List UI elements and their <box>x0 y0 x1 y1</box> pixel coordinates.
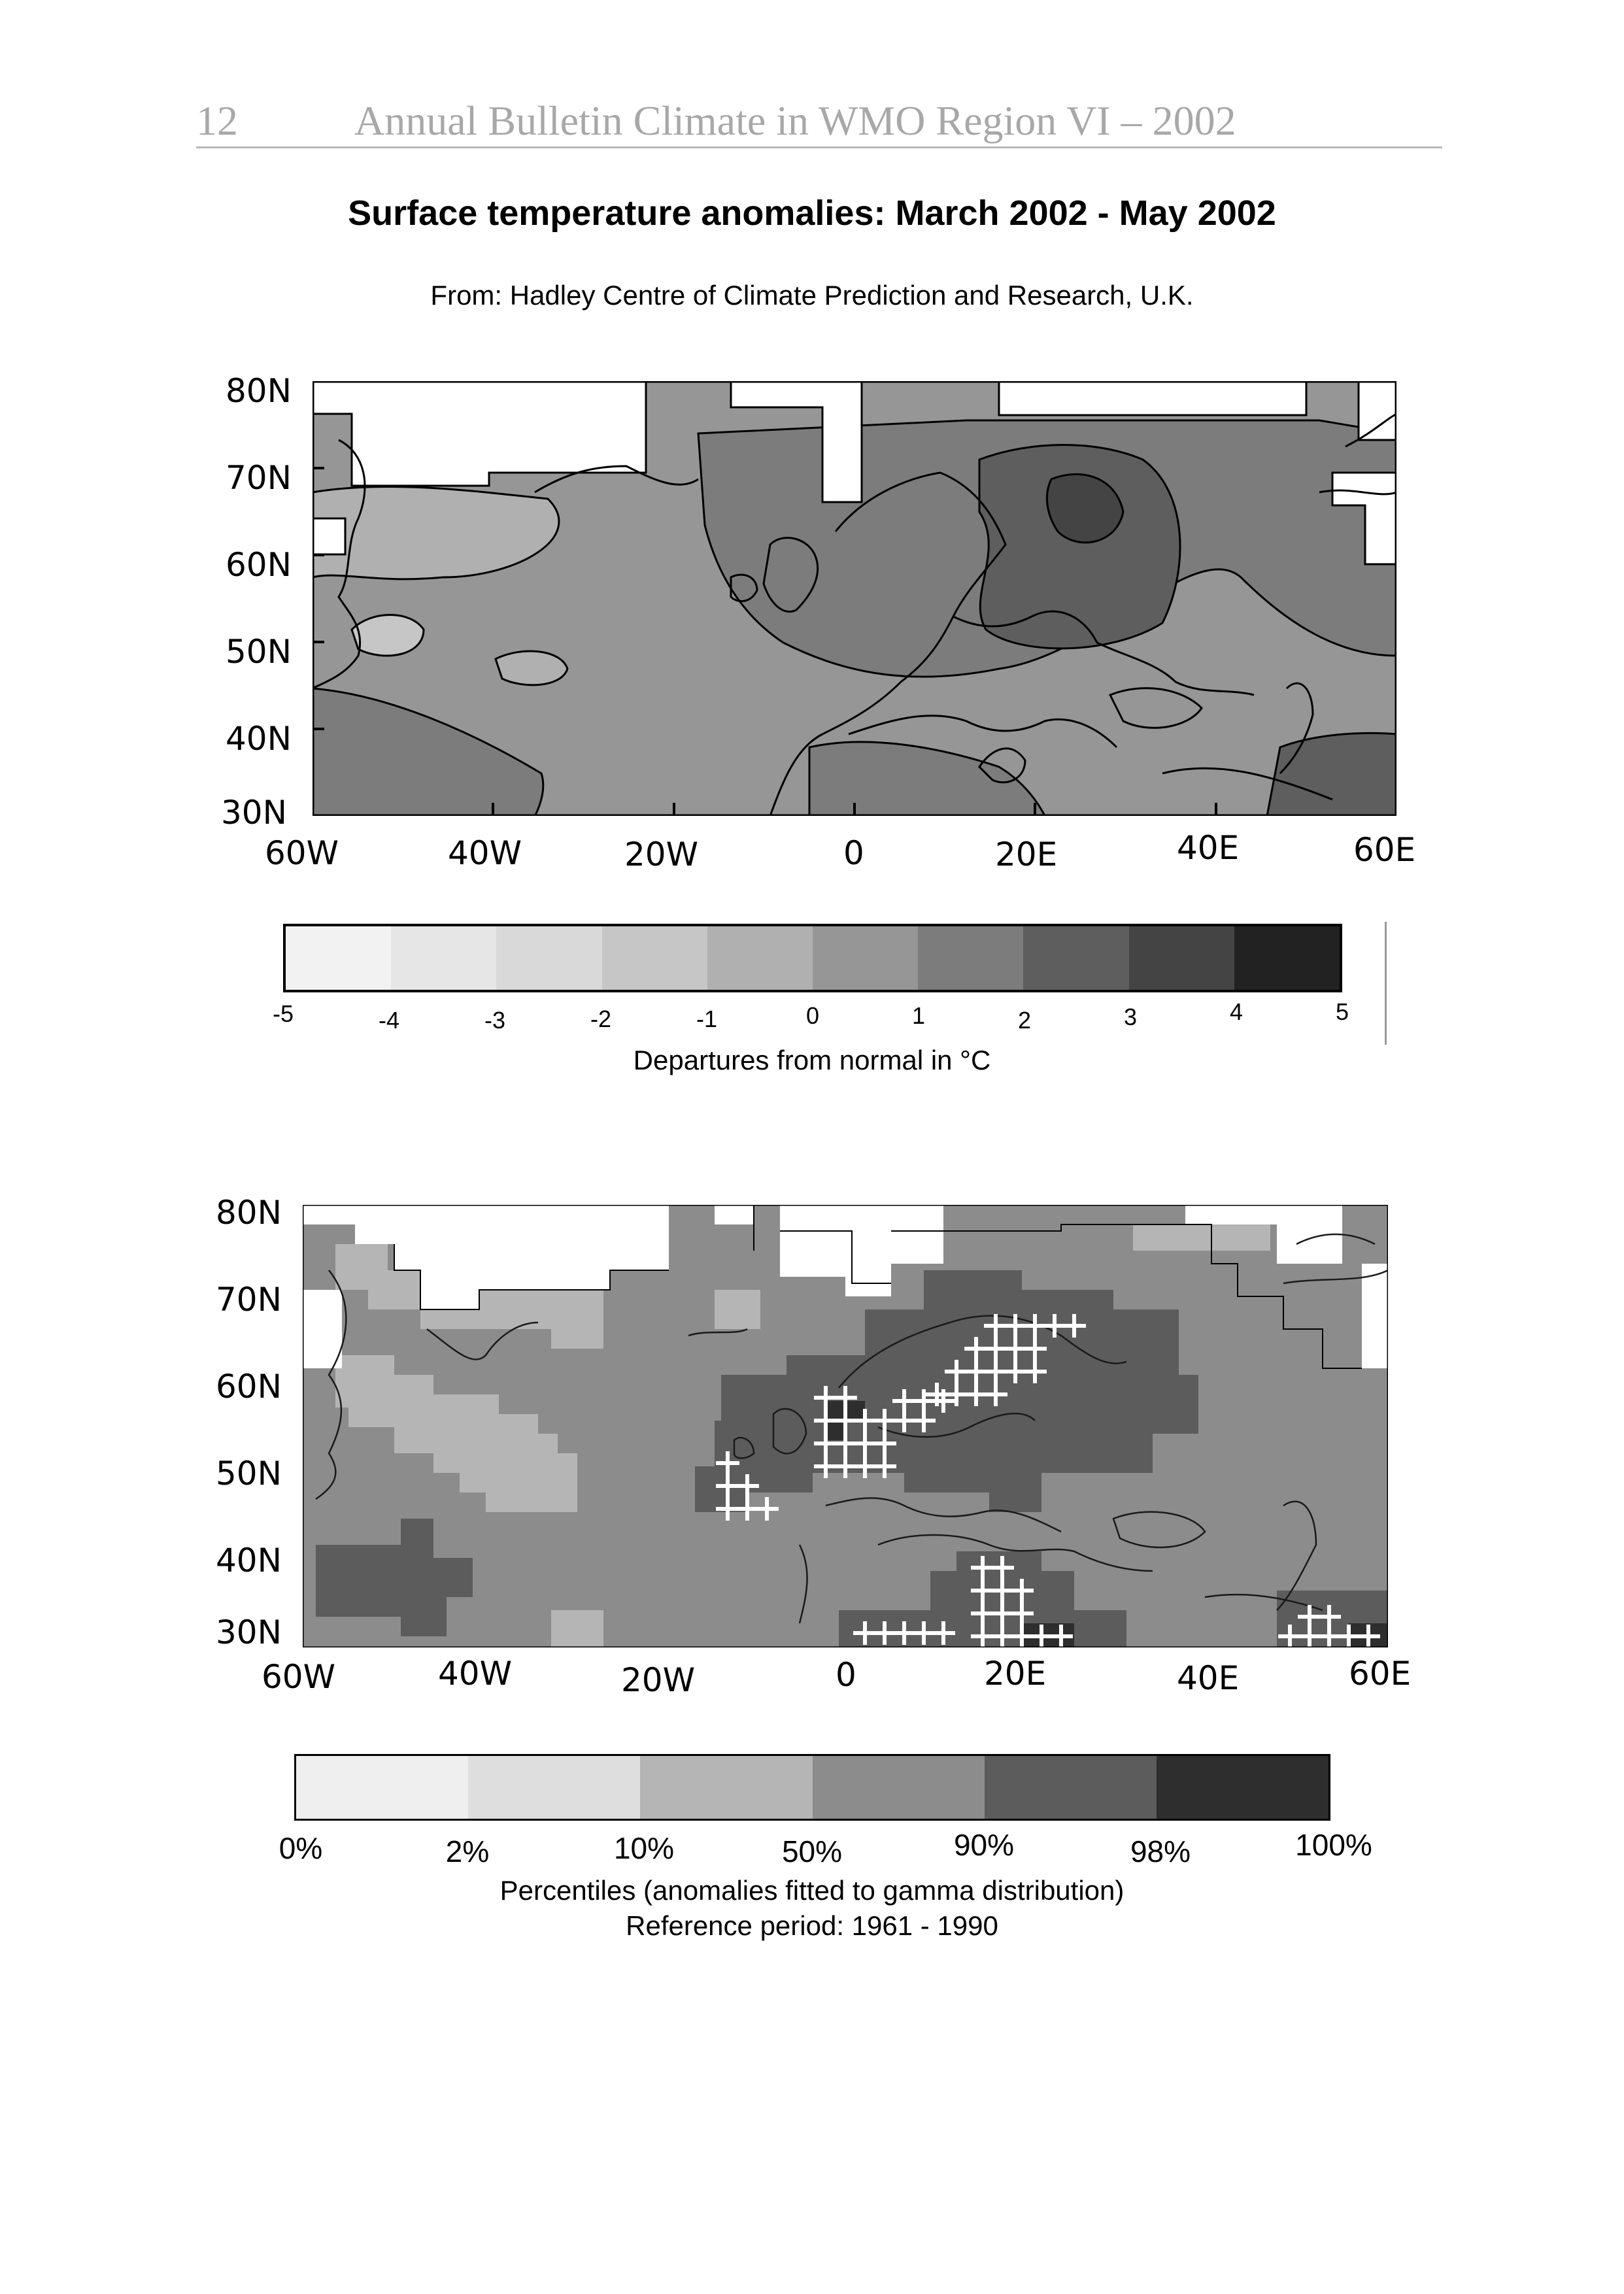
map2-lon-label-20e: 20E <box>984 1655 1047 1693</box>
anomaly-colorbar-cell <box>286 926 392 990</box>
map2-lon-label-20w: 20W <box>621 1661 696 1699</box>
percentile-region-ne-peak <box>1022 1623 1388 1647</box>
percentile-region-newfoundland-high <box>316 1519 473 1636</box>
map1-lon-label-60w: 60W <box>265 834 339 872</box>
anomaly-colorbar-cell <box>813 926 919 990</box>
anomaly-colorbar-caption: Departures from normal in °C <box>633 1045 991 1075</box>
map2-lon-label-40e: 40E <box>1177 1659 1240 1697</box>
map1-lon-label-60e: 60E <box>1353 831 1416 869</box>
running-header: 12 Annual Bulletin Climate in WMO Region… <box>196 97 1442 148</box>
percentile-tick-label: 10% <box>613 1831 675 1865</box>
anomaly-colorbar-cell <box>391 926 497 990</box>
anomaly-tick-label: -5 <box>272 1000 294 1027</box>
map2-lon-label-40w: 40W <box>438 1655 513 1693</box>
map2-lat-label-40n: 40N <box>216 1542 282 1579</box>
anomaly-region-subtropical-warm <box>313 687 545 816</box>
anomaly-coastlines <box>313 413 1396 816</box>
map1-lon-label-40e: 40E <box>1177 829 1240 867</box>
percentile-colorbar-cell <box>812 1756 985 1819</box>
map1-lat-label-40n: 40N <box>226 720 292 758</box>
anomaly-colorbar-cell <box>1128 926 1234 990</box>
percentile-colorbar-cell <box>984 1756 1157 1819</box>
anomaly-tick-label: 3 <box>1123 1004 1138 1030</box>
page-title: Surface temperature anomalies: March 200… <box>348 194 1276 233</box>
anomaly-tick-label: 2 <box>1017 1007 1032 1034</box>
running-title: Annual Bulletin Climate in WMO Region VI… <box>354 97 1236 144</box>
percentile-colorbar-cell <box>1156 1756 1329 1819</box>
percentile-tick-label: 50% <box>781 1834 843 1868</box>
map1-lat-label-50n: 50N <box>226 633 292 671</box>
map1-lon-label-20e: 20E <box>995 835 1058 873</box>
map2-lon-label-60e: 60E <box>1349 1655 1412 1693</box>
source-line: From: Hadley Centre of Climate Predictio… <box>430 280 1194 311</box>
anomaly-colorbar-cell <box>496 926 602 990</box>
percentile-region-irminger-light <box>715 1290 760 1329</box>
percentile-region-scandinavia-top <box>865 1309 1009 1427</box>
anomaly-region-baltic-hottest <box>1045 473 1125 544</box>
percentile-coastlines <box>315 1233 1388 1624</box>
anomaly-lat-ticks <box>313 467 324 730</box>
map1-lon-label-0: 0 <box>843 834 864 872</box>
percentile-tick-label: 100% <box>1295 1828 1372 1862</box>
percentile-colorbar-cell <box>296 1756 469 1819</box>
anomaly-map-canvas <box>311 379 1398 818</box>
percentile-colorbar-cell <box>640 1756 813 1819</box>
anomaly-tick-label: 0 <box>805 1002 820 1029</box>
anomaly-region-scandinavia-hot <box>978 444 1181 650</box>
anomaly-colorbar-side-line <box>1385 922 1387 1045</box>
anomaly-region-atlantic-light <box>494 650 569 686</box>
anomaly-colorbar-cell <box>918 926 1024 990</box>
map1-lat-label-60n: 60N <box>226 546 292 584</box>
anomaly-colorbar-cell <box>1234 926 1340 990</box>
anomaly-region-greenland-light <box>313 485 560 581</box>
percentile-colorbar <box>294 1754 1330 1821</box>
map2-lat-label-30n: 30N <box>216 1613 282 1651</box>
map1-lon-label-20w: 20W <box>624 835 699 873</box>
anomaly-tick-label: -3 <box>484 1007 506 1034</box>
percentile-mask-outline <box>394 1205 1362 1369</box>
anomaly-colorbar <box>283 924 1342 992</box>
map1-lat-label-80n: 80N <box>226 372 292 410</box>
percentile-tick-label: 2% <box>445 1834 490 1868</box>
anomaly-tick-label: -4 <box>378 1007 400 1034</box>
anomaly-region-caspian-warm <box>1266 732 1396 816</box>
anomaly-region-newfoundland-light <box>350 614 425 657</box>
map2-lon-label-60w: 60W <box>262 1658 336 1696</box>
percentile-region-atlantic-light <box>335 1355 577 1512</box>
map1-lon-label-40w: 40W <box>448 834 522 872</box>
percentile-region-arctic-light <box>1133 1224 1270 1251</box>
percentile-tick-label: 90% <box>953 1828 1015 1862</box>
percentile-tick-label: 98% <box>1130 1834 1191 1868</box>
map1-lat-label-30n: 30N <box>221 794 288 832</box>
anomaly-tick-label: 5 <box>1335 998 1349 1025</box>
map1-lat-label-70n: 70N <box>226 459 292 497</box>
anomaly-tick-label: -1 <box>696 1005 718 1032</box>
anomaly-missing-data <box>313 381 1396 565</box>
anomaly-colorbar-cell <box>707 926 813 990</box>
percentile-map <box>301 1204 1389 1649</box>
percentile-map-canvas <box>301 1204 1389 1649</box>
map2-lon-label-0: 0 <box>836 1656 856 1694</box>
percentile-colorbar-cell <box>468 1756 641 1819</box>
map2-lat-label-70n: 70N <box>216 1281 282 1319</box>
percentile-caption-line1: Percentiles (anomalies fitted to gamma d… <box>499 1875 1125 1906</box>
anomaly-tick-label: -2 <box>590 1005 612 1032</box>
anomaly-tick-label: 4 <box>1229 998 1243 1025</box>
percentile-caption-line2: Reference period: 1961 - 1990 <box>626 1910 998 1941</box>
percentile-tick-label: 0% <box>279 1831 323 1865</box>
anomaly-tick-label: 1 <box>911 1002 926 1029</box>
percentile-missing-data <box>303 1205 1388 1368</box>
significance-crosses <box>716 1314 1380 1647</box>
anomaly-colorbar-cell <box>1023 926 1129 990</box>
map2-lat-label-80n: 80N <box>216 1194 282 1232</box>
anomaly-lon-ticks <box>311 803 1217 816</box>
map2-lat-label-50n: 50N <box>216 1455 282 1493</box>
percentile-region-spot-light <box>551 1610 603 1647</box>
anomaly-map <box>311 379 1398 818</box>
page-number: 12 <box>196 97 238 144</box>
anomaly-colorbar-cell <box>601 926 707 990</box>
map2-lat-label-60n: 60N <box>216 1368 282 1406</box>
